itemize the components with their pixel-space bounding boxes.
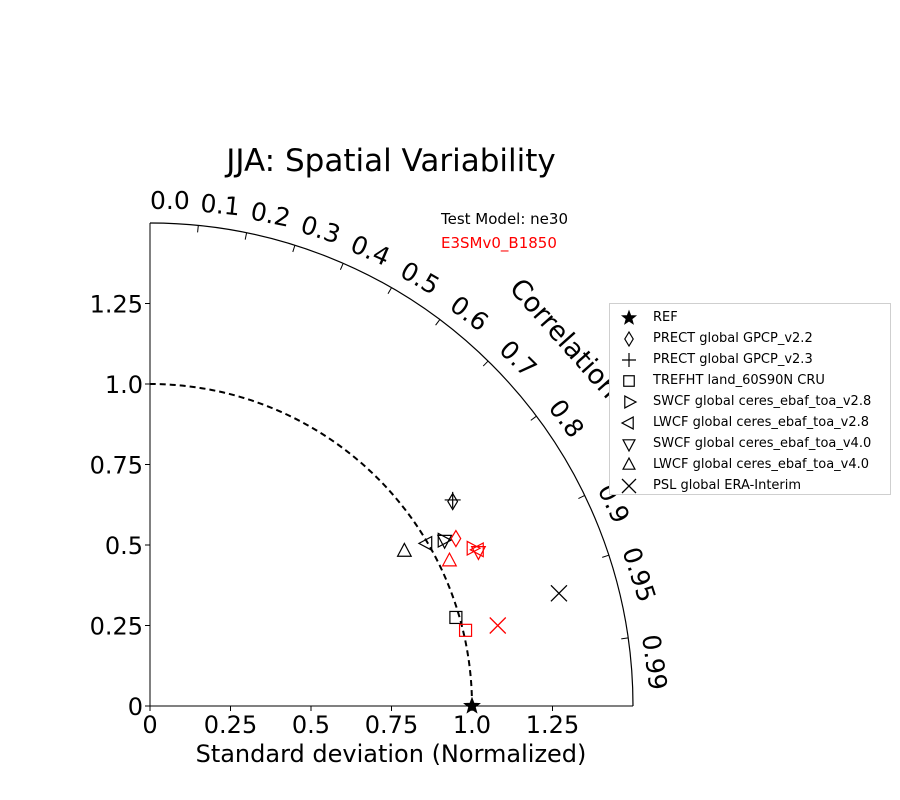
correlation-tick-label: 0.0 (150, 186, 190, 215)
triangle-right-marker-icon (624, 395, 638, 409)
legend-item: LWCF global ceres_ebaf_toa_v4.0 (610, 455, 890, 475)
correlation-tick-label: 0.1 (199, 189, 241, 222)
square-marker-icon (623, 375, 635, 387)
correlation-tick-mark (292, 245, 296, 253)
legend-label: LWCF global ceres_ebaf_toa_v4.0 (653, 457, 870, 472)
x-tick-label: 1.25 (526, 711, 579, 739)
legend-item: REF (610, 308, 890, 328)
chart-title: JJA: Spatial Variability (224, 143, 555, 179)
y-tick-label: 1.25 (90, 291, 143, 319)
data-point-x (489, 617, 507, 634)
legend-label: LWCF global ceres_ebaf_toa_v2.8 (653, 415, 870, 430)
legend-marker (622, 456, 636, 470)
diamond-marker-icon (624, 330, 634, 348)
correlation-tick-mark (435, 319, 441, 326)
legend-marker (620, 309, 638, 325)
test-model-label: Test Model: ne30 (441, 210, 568, 228)
legend-marker (624, 395, 638, 409)
legend-marker (622, 353, 636, 367)
legend: REF PRECT global GPCP_v2.2 PRECT global GP… (609, 303, 891, 495)
legend-marker (622, 439, 636, 453)
legend-item: TREFHT land_60S90N CRU (610, 371, 890, 391)
legend-item: PRECT global GPCP_v2.3 (610, 350, 890, 370)
y-tick-label: 0.75 (90, 452, 143, 480)
correlation-tick-label: 0.3 (297, 210, 344, 250)
x-tick-label: 0.75 (365, 711, 418, 739)
x-tick-label: 1.0 (453, 711, 491, 739)
y-tick-label: 0.25 (90, 613, 143, 641)
correlation-tick-mark (339, 263, 344, 270)
data-point-triangle-up (396, 542, 413, 557)
legend-label: SWCF global ceres_ebaf_toa_v2.8 (653, 394, 872, 409)
test-model-name: E3SMv0_B1850 (441, 234, 557, 252)
x-tick-label: 0.5 (292, 711, 330, 739)
legend-marker (620, 416, 634, 430)
legend-label: PSL global ERA-Interim (653, 478, 802, 493)
plus-marker-icon (622, 353, 636, 367)
legend-label: PRECT global GPCP_v2.3 (653, 352, 813, 367)
correlation-tick-mark (482, 360, 489, 367)
star-marker-icon (620, 309, 638, 325)
data-point-x (550, 584, 568, 602)
correlation-axis-label: Correlation (503, 273, 625, 405)
data-point-star (463, 696, 481, 714)
triangle-down-marker-icon (622, 439, 636, 453)
correlation-tick-mark (530, 415, 537, 421)
legend-label: PRECT global GPCP_v2.2 (653, 331, 813, 346)
triangle-up-marker-icon (622, 456, 636, 470)
x-axis-label: Standard deviation (Normalized) (196, 740, 587, 768)
y-tick-label: 0.5 (105, 532, 143, 560)
data-point-diamond (447, 492, 459, 511)
correlation-tick-label: 0.95 (616, 544, 661, 606)
data-point-triangle-right (437, 532, 453, 548)
outer-arc (149, 222, 634, 707)
legend-marker (621, 478, 637, 494)
correlation-tick-label: 0.4 (346, 229, 394, 271)
correlation-tick-mark (244, 232, 248, 240)
legend-label: SWCF global ceres_ebaf_toa_v4.0 (653, 436, 872, 451)
correlation-tick-mark (602, 554, 610, 558)
legend-item: PSL global ERA-Interim (610, 476, 890, 496)
data-point-triangle-down (470, 546, 487, 561)
legend-label: REF (653, 310, 678, 325)
correlation-tick-label: 0.7 (494, 335, 543, 384)
correlation-tick-mark (387, 287, 392, 295)
reference-std-arc (149, 383, 473, 707)
correlation-tick-mark (621, 637, 629, 640)
legend-marker (624, 330, 634, 348)
x-tick-label: 0.25 (204, 711, 257, 739)
correlation-tick-label: 0.99 (636, 633, 673, 692)
data-point-square (458, 623, 473, 637)
correlation-tick-mark (197, 225, 199, 233)
data-point-square (449, 610, 463, 625)
y-tick-label: 1.0 (105, 371, 143, 399)
legend-item: SWCF global ceres_ebaf_toa_v4.0 (610, 434, 890, 454)
legend-label: TREFHT land_60S90N CRU (653, 373, 825, 388)
data-point-plus (444, 491, 461, 508)
legend-item: LWCF global ceres_ebaf_toa_v2.8 (610, 413, 890, 433)
data-point-triangle-left (417, 535, 433, 552)
legend-item: PRECT global GPCP_v2.2 (610, 329, 890, 349)
data-point-triangle-up (441, 551, 458, 567)
triangle-left-marker-icon (620, 416, 634, 430)
correlation-tick-label: 0.6 (445, 290, 494, 337)
x-tick-label: 0 (142, 711, 157, 739)
plot-area: 0 0.25 0.5 0.75 1.0 1.25 0 0.25 0.5 0.75 1.0 1.25 0.… (90, 186, 673, 739)
x-marker-icon (621, 478, 637, 494)
correlation-tick-mark (578, 495, 585, 499)
legend-item: SWCF global ceres_ebaf_toa_v2.8 (610, 392, 890, 412)
y-tick-label: 0 (128, 693, 143, 721)
correlation-tick-label: 0.2 (248, 197, 293, 233)
data-point-triangle-down (436, 534, 453, 550)
legend-marker (623, 375, 635, 387)
data-point-diamond (450, 529, 462, 548)
